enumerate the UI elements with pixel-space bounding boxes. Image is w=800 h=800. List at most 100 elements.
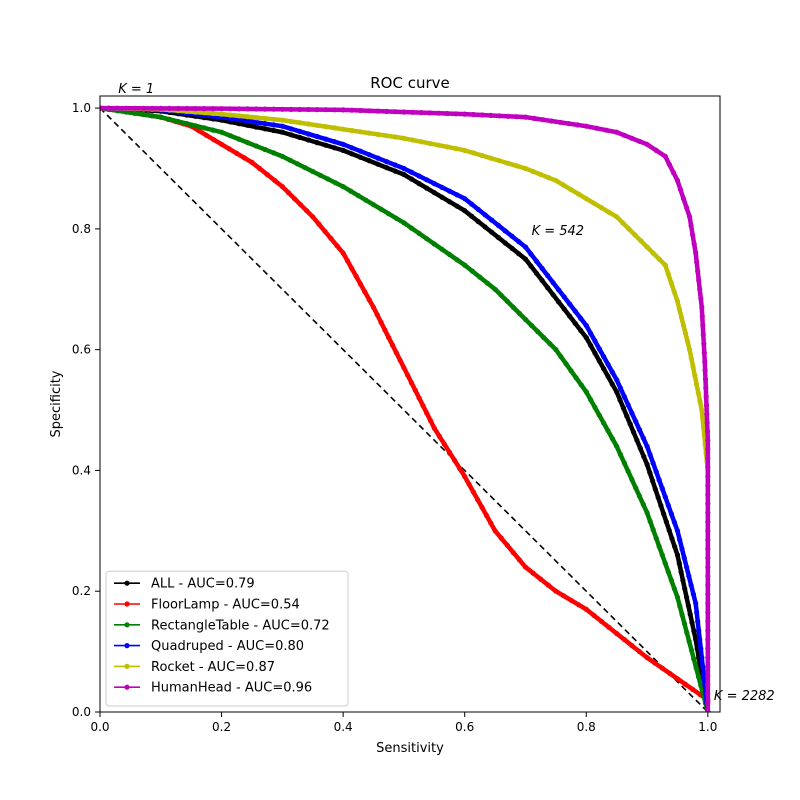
data-point — [357, 281, 364, 287]
data-point — [662, 494, 668, 500]
data-point — [522, 165, 529, 172]
data-point — [262, 146, 268, 153]
data-point — [535, 328, 541, 335]
series-4 — [100, 105, 711, 474]
data-point — [502, 228, 508, 234]
data-point — [702, 376, 709, 382]
data-point — [424, 177, 430, 183]
plot-content — [100, 105, 711, 712]
data-point — [424, 236, 430, 242]
data-point — [596, 412, 602, 418]
data-point — [446, 449, 453, 455]
data-point — [196, 128, 202, 134]
data-point — [593, 125, 600, 131]
data-point — [446, 199, 453, 205]
data-point — [678, 314, 685, 320]
data-point — [366, 130, 372, 136]
data-point — [444, 110, 450, 117]
data-point — [496, 158, 502, 164]
data-point — [556, 299, 562, 305]
data-point — [705, 573, 711, 579]
data-point — [384, 108, 390, 114]
y-tick-label: 0.0 — [72, 705, 91, 719]
data-point — [689, 620, 695, 626]
data-point — [620, 220, 626, 226]
data-point — [271, 122, 277, 128]
data-point — [401, 135, 407, 141]
data-point — [661, 511, 667, 517]
data-point — [705, 528, 711, 534]
data-point — [705, 609, 711, 616]
data-point — [701, 673, 707, 679]
data-point — [598, 205, 605, 211]
data-point — [538, 171, 544, 178]
data-point — [684, 205, 690, 211]
data-point — [693, 600, 699, 606]
y-tick-label: 0.8 — [72, 222, 91, 236]
data-point — [475, 497, 481, 503]
data-point — [236, 136, 242, 142]
data-point — [408, 380, 415, 386]
annotation-label: K = 542 — [532, 224, 585, 239]
data-point — [680, 196, 687, 202]
data-point — [693, 250, 699, 256]
data-point — [677, 187, 684, 193]
data-point — [504, 298, 510, 304]
data-point — [436, 110, 442, 116]
data-point — [479, 152, 485, 159]
data-point — [665, 569, 671, 575]
annotation-label: K = 1 — [118, 82, 154, 97]
data-point — [705, 546, 711, 552]
data-point — [378, 206, 384, 212]
data-point — [686, 638, 692, 645]
data-point — [158, 114, 164, 120]
data-point — [420, 402, 426, 409]
data-point — [633, 485, 639, 491]
data-point — [288, 118, 294, 125]
data-point — [375, 131, 381, 137]
data-point — [317, 172, 323, 178]
data-point — [279, 184, 285, 190]
data-point — [408, 225, 415, 231]
data-point — [665, 271, 671, 277]
data-point — [583, 196, 589, 202]
data-point — [314, 140, 320, 146]
data-point — [416, 181, 422, 187]
data-point — [674, 298, 681, 304]
data-point — [704, 420, 710, 426]
data-point — [705, 492, 711, 498]
data-point — [705, 473, 711, 480]
data-point — [384, 133, 390, 139]
data-point — [592, 404, 598, 411]
data-point — [431, 190, 437, 196]
data-point — [375, 161, 381, 167]
data-point — [578, 327, 584, 333]
data-point — [245, 114, 251, 120]
data-point — [393, 350, 399, 356]
data-point — [567, 313, 573, 319]
data-point — [210, 127, 216, 133]
data-point — [677, 537, 683, 543]
data-point — [573, 375, 579, 381]
data-point — [557, 119, 563, 125]
data-point — [583, 123, 589, 129]
data-point — [650, 250, 656, 256]
data-point — [340, 250, 346, 256]
data-point — [475, 218, 481, 225]
data-point — [705, 564, 711, 570]
data-point — [469, 268, 475, 274]
data-point — [323, 136, 329, 142]
data-point — [304, 208, 310, 214]
data-point — [297, 134, 303, 140]
data-point — [588, 342, 594, 348]
data-point — [620, 405, 627, 411]
data-point — [652, 486, 658, 492]
legend-label: Quadruped - AUC=0.80 — [151, 639, 304, 654]
data-point — [495, 235, 502, 241]
legend-marker — [124, 580, 130, 586]
data-point — [626, 226, 632, 232]
data-point — [219, 129, 225, 135]
data-point — [583, 335, 589, 341]
data-point — [614, 443, 620, 449]
data-point — [382, 327, 388, 333]
